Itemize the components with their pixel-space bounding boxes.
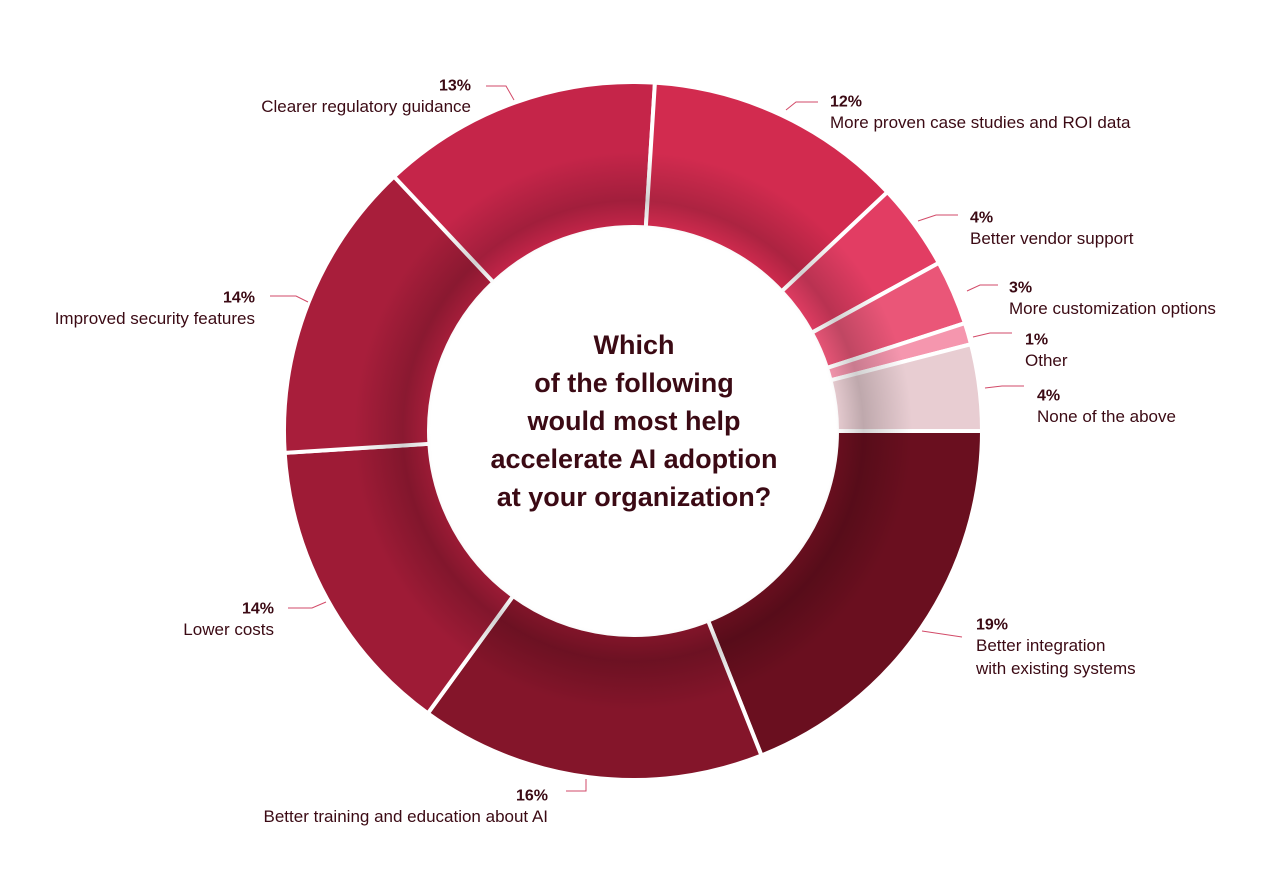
chart-title-line: would most help bbox=[527, 406, 741, 436]
leader-line bbox=[288, 601, 327, 609]
slice-percent-label: 14% bbox=[242, 600, 274, 617]
slice-category-label: with existing systems bbox=[975, 659, 1136, 678]
leader-line bbox=[921, 630, 963, 638]
slice-percent-label: 3% bbox=[1009, 279, 1032, 296]
slice-percent-label: 4% bbox=[970, 209, 993, 226]
leader-line bbox=[486, 85, 515, 101]
inner-ring bbox=[428, 226, 838, 636]
slice-percent-label: 12% bbox=[830, 93, 862, 110]
donut-hole bbox=[439, 237, 827, 625]
leader-line bbox=[966, 284, 998, 292]
slice-category-label: Better integration bbox=[976, 636, 1105, 655]
slice-category-label: None of the above bbox=[1037, 407, 1176, 426]
slice-percent-label: 1% bbox=[1025, 331, 1048, 348]
chart-title-line: of the following bbox=[534, 368, 734, 398]
slice-category-label: Clearer regulatory guidance bbox=[261, 97, 471, 116]
slice-percent-label: 13% bbox=[439, 77, 471, 94]
slice-percent-label: 19% bbox=[976, 616, 1008, 633]
slice-percent-label: 4% bbox=[1037, 387, 1060, 404]
leader-line bbox=[972, 332, 1012, 338]
slice-category-label: Better training and education about AI bbox=[264, 807, 548, 826]
leader-line bbox=[270, 295, 309, 303]
slice-percent-label: 14% bbox=[223, 289, 255, 306]
leader-line bbox=[566, 779, 587, 792]
slice-labels: 19% Better integration with existing syste… bbox=[55, 77, 1216, 826]
chart-title-line: at your organization? bbox=[496, 482, 772, 512]
slice-category-label: More customization options bbox=[1009, 299, 1216, 318]
chart-title-line: Which bbox=[593, 330, 675, 360]
slice-percent-label: 16% bbox=[516, 787, 548, 804]
leader-line bbox=[785, 101, 818, 111]
slice-category-label: Other bbox=[1025, 351, 1068, 370]
slice-category-label: More proven case studies and ROI data bbox=[830, 113, 1131, 132]
leader-line bbox=[917, 214, 958, 222]
chart-title: Which of the following would most help a… bbox=[448, 326, 820, 516]
leader-line bbox=[984, 385, 1024, 389]
slice-category-label: Better vendor support bbox=[970, 229, 1134, 248]
chart-title-line: accelerate AI adoption bbox=[490, 444, 778, 474]
slice-category-label: Improved security features bbox=[55, 309, 255, 328]
slice-category-label: Lower costs bbox=[183, 620, 274, 639]
